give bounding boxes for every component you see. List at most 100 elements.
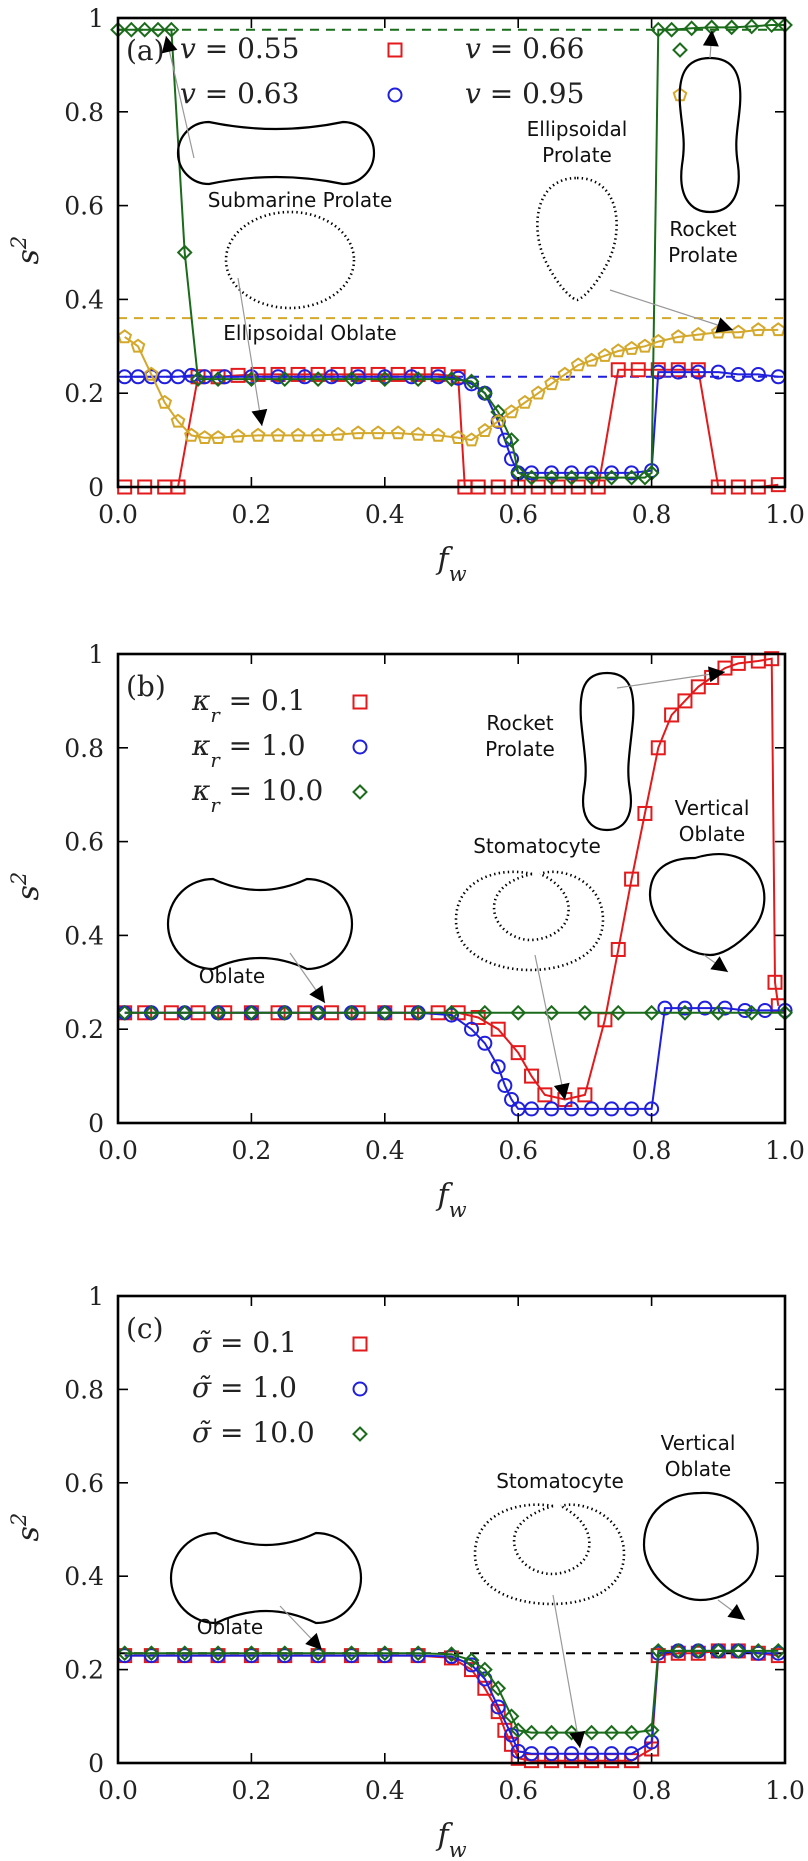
annotation-vertical-oblate: Vertical Oblate: [675, 796, 750, 846]
data-point: [410, 371, 427, 388]
data-point: [476, 1661, 493, 1678]
panel-label: (a): [126, 34, 165, 67]
data-point: [650, 333, 666, 348]
arrow-submarine-arrowhead: [161, 36, 178, 54]
data-point: [376, 371, 393, 388]
data-point: [637, 805, 653, 821]
y-tick-label: 0.4: [64, 1562, 104, 1591]
data-point: [230, 428, 246, 443]
data-point: [750, 1643, 767, 1659]
data-point: [410, 1645, 427, 1662]
data-point: [176, 1645, 193, 1662]
series-line-1: [124, 1649, 779, 1762]
annotation-submarine-prolate: Submarine Prolate: [208, 188, 393, 212]
data-point: [210, 1645, 226, 1662]
y-tick-label: 0.4: [64, 285, 104, 314]
data-point: [217, 369, 233, 385]
data-point: [610, 941, 626, 957]
data-point: [190, 371, 206, 388]
data-point: [157, 394, 173, 409]
data-point: [310, 427, 326, 442]
data-point: [677, 1000, 693, 1016]
submarine-prolate-shape: [176, 120, 376, 186]
data-point: [117, 329, 133, 344]
data-point: [330, 366, 346, 382]
y-axis-label: s2: [7, 872, 46, 901]
data-point: [136, 21, 153, 38]
stomatocyte-outer-shape: [454, 870, 605, 972]
x-tick-label: 0.2: [232, 1136, 272, 1165]
legend-label: v = 0.66: [465, 32, 584, 65]
data-point: [176, 244, 193, 261]
data-point: [670, 364, 686, 380]
legend-marker: [352, 1336, 368, 1352]
data-point: [610, 362, 626, 378]
data-point: [583, 469, 600, 486]
y-tick-label: 0: [88, 1749, 104, 1778]
data-point: [350, 369, 366, 385]
data-point: [377, 1648, 393, 1664]
data-point: [310, 371, 327, 388]
x-tick-label: 0.0: [98, 1776, 138, 1805]
data-point: [490, 1699, 506, 1715]
arrow-stomatocyte-arrowhead: [569, 1730, 586, 1748]
data-point: [657, 1000, 673, 1016]
data-point: [670, 1643, 687, 1659]
legend-label: v = 0.95: [465, 77, 584, 110]
legend-marker: [352, 1381, 368, 1397]
y-tick-label: 0.4: [64, 921, 104, 950]
arrow-vertical-oblate-arrowhead: [727, 1604, 745, 1620]
data-point: [130, 338, 146, 353]
data-point: [250, 366, 266, 382]
data-point: [637, 338, 653, 353]
data-point: [743, 18, 760, 35]
data-point: [464, 1021, 480, 1037]
data-point: [170, 413, 186, 428]
panel-label: (c): [126, 1312, 164, 1345]
data-point: [767, 974, 783, 990]
y-axis-label: s2: [7, 236, 46, 265]
data-point: [717, 1000, 733, 1016]
data-point: [630, 362, 646, 378]
data-point: [163, 21, 180, 38]
data-point: [510, 1004, 527, 1021]
data-point: [683, 20, 700, 37]
data-point: [443, 1004, 460, 1021]
data-point: [770, 322, 786, 337]
arrow-stomatocyte-arrowhead: [553, 1082, 570, 1100]
data-point: [243, 1648, 259, 1664]
data-point: [523, 1724, 540, 1741]
data-point: [290, 427, 306, 442]
data-point: [177, 1648, 193, 1664]
data-point: [677, 693, 693, 709]
panel-b: 0.0 0.2 0.4 0.6 0.8 1.0 0 0.2 0.4 0.6 0.8 1 fw s2 (b) κ…: [7, 640, 805, 1222]
data-point: [430, 427, 446, 442]
data-point: [650, 21, 667, 38]
data-point: [343, 1004, 360, 1021]
data-point: [270, 369, 286, 385]
x-axis-label: fw: [436, 542, 467, 586]
legend-marker: [672, 42, 688, 58]
panel-a: 0.0 0.2 0.4 0.6 0.8 1.0 0 0.2 0.4 0.6 0.8 1 fw s2 (a) v…: [7, 4, 805, 586]
data-point: [557, 366, 573, 381]
data-point: [210, 1648, 226, 1664]
data-point: [464, 376, 480, 392]
data-point: [543, 469, 560, 486]
data-point: [197, 430, 213, 444]
series-line-1: [124, 657, 780, 1101]
annotation-stomatocyte: Stomatocyte: [473, 834, 601, 858]
data-point: [750, 366, 766, 382]
data-point: [650, 364, 666, 380]
data-point: [476, 385, 493, 402]
data-point: [564, 1101, 580, 1117]
y-tick-label: 0.6: [64, 828, 104, 857]
data-point: [310, 1648, 326, 1664]
y-tick-label: 0.8: [64, 98, 104, 127]
data-point: [477, 422, 493, 437]
arrow-ellipsoidal-prolate-leader: [609, 289, 734, 331]
data-point: [757, 1002, 773, 1018]
legend-marker: [352, 784, 368, 800]
data-point: [243, 1004, 260, 1021]
legend-label: σ̃ = 1.0: [192, 1371, 297, 1404]
data-point: [690, 679, 706, 695]
